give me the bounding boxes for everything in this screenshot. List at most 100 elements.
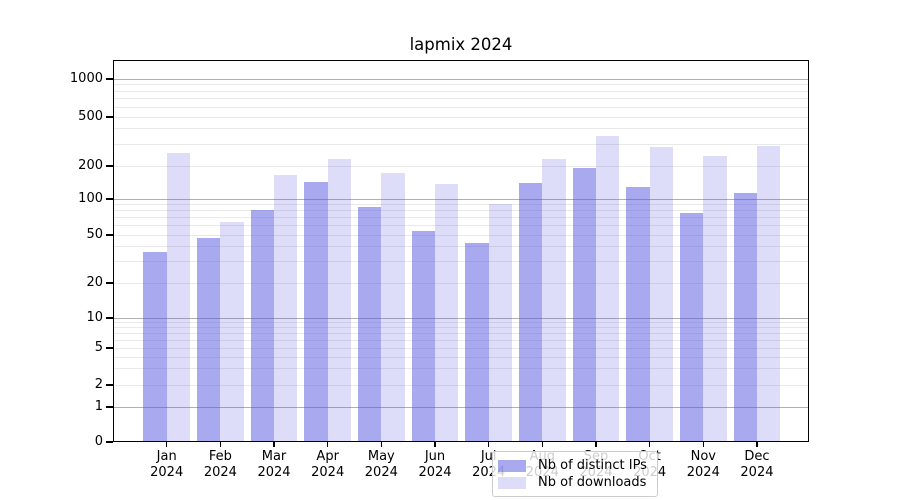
y-tick-label: 10 (86, 310, 103, 325)
gridline-minor (113, 384, 809, 386)
bar-distinct-ips-mar (250, 209, 275, 442)
y-tick-label: 200 (78, 158, 103, 173)
gridline-minor (113, 203, 809, 205)
x-tick-label: Jan 2024 (150, 449, 184, 480)
legend-item-downloads: Nb of downloads (498, 474, 651, 491)
gridline-minor (113, 128, 809, 130)
bar-distinct-ips-jul (465, 242, 489, 442)
y-tick-mark (106, 317, 113, 319)
bar-downloads-mar (274, 175, 298, 442)
x-tick-label: May 2024 (364, 449, 398, 480)
gridline-major (113, 198, 809, 200)
bar-downloads-feb (220, 222, 244, 442)
gridlines-layer (113, 60, 809, 442)
bar-downloads-oct (649, 146, 673, 442)
y-tick-label: 5 (94, 340, 103, 355)
y-tick-mark (106, 116, 113, 118)
gridline-minor (113, 90, 809, 92)
bar-distinct-ips-jan (143, 252, 167, 442)
x-tick-mark (756, 442, 758, 447)
x-tick-label: Dec 2024 (740, 449, 774, 480)
y-tick-label: 2 (94, 377, 103, 392)
x-tick-label: Feb 2024 (203, 449, 237, 480)
bar-downloads-may (381, 172, 405, 442)
legend-swatch-downloads (498, 476, 526, 489)
y-tick-mark (106, 347, 113, 349)
gridline-major (113, 406, 809, 408)
y-tick-label: 20 (86, 275, 103, 290)
x-tick-mark (648, 442, 651, 447)
y-tick-label: 500 (78, 109, 103, 124)
bar-distinct-ips-apr (304, 181, 328, 442)
y-tick-label: 0 (94, 434, 103, 449)
bar-distinct-ips-feb (197, 238, 221, 442)
bar-downloads-aug (542, 159, 566, 442)
y-tick-mark (106, 282, 113, 284)
bar-downloads-apr (327, 159, 351, 442)
bar-downloads-dec (756, 145, 781, 442)
x-tick-label: Nov 2024 (686, 449, 720, 480)
x-tick-mark (219, 442, 221, 447)
gridline-minor (113, 246, 809, 248)
plot-area: Nb of distinct IPs Nb of downloads (113, 60, 809, 497)
bar-distinct-ips-sep (572, 167, 596, 442)
gridline-minor (113, 234, 809, 236)
gridline-minor (113, 210, 809, 212)
x-tick-mark (488, 442, 490, 447)
gridline-minor (113, 322, 809, 324)
bar-downloads-sep (595, 136, 620, 442)
gridline-minor (113, 84, 809, 86)
gridline-minor (113, 327, 809, 329)
bar-distinct-ips-may (358, 206, 382, 442)
legend-label-downloads: Nb of downloads (538, 475, 647, 490)
gridline-minor (113, 165, 809, 167)
gridline-minor (113, 106, 809, 108)
gridline-major (113, 78, 809, 80)
legend-item-distinct-ips: Nb of distinct IPs (498, 457, 651, 474)
bars-layer (113, 60, 809, 442)
y-tick-mark (106, 198, 113, 200)
y-tick-mark (106, 406, 113, 408)
gridline-minor (113, 347, 809, 349)
bar-distinct-ips-nov (680, 212, 704, 442)
x-tick-mark (541, 442, 543, 447)
bar-downloads-jan (166, 152, 190, 442)
gridline-minor (113, 282, 809, 284)
x-tick-mark (595, 442, 597, 447)
gridline-minor (113, 217, 809, 219)
gridline-minor (113, 339, 809, 341)
x-tick-mark (434, 442, 436, 447)
legend-label-distinct-ips: Nb of distinct IPs (538, 458, 647, 473)
y-tick-mark (106, 384, 113, 386)
x-tick-mark (273, 442, 275, 447)
gridline-minor (113, 332, 809, 334)
x-tick-mark (327, 442, 329, 447)
bar-downloads-jun (435, 184, 459, 442)
bar-downloads-jul (488, 204, 512, 442)
y-tick-label: 1 (94, 399, 103, 414)
gridline-minor (113, 116, 809, 118)
y-tick-label: 1000 (69, 71, 103, 86)
y-tick-mark (106, 234, 113, 236)
y-tick-mark (106, 78, 113, 80)
gridline-minor (113, 368, 809, 370)
x-tick-label: Mar 2024 (257, 449, 291, 480)
gridline-minor (113, 143, 809, 145)
bar-distinct-ips-aug (519, 182, 543, 442)
y-tick-label: 50 (86, 227, 103, 242)
x-tick-mark (702, 442, 704, 447)
x-tick-mark (380, 442, 382, 447)
y-tick-mark (106, 441, 113, 443)
gridline-minor (113, 225, 809, 227)
bar-downloads-nov (703, 155, 727, 442)
legend-swatch-distinct-ips (498, 459, 526, 472)
y-tick-label: 100 (78, 191, 103, 206)
gridline-minor (113, 356, 809, 358)
x-tick-label: Apr 2024 (311, 449, 345, 480)
x-tick-mark (166, 442, 168, 447)
chart-title: lapmix 2024 (409, 35, 513, 54)
y-tick-mark (106, 165, 113, 167)
x-tick-label: Jun 2024 (418, 449, 452, 480)
bar-distinct-ips-oct (626, 186, 650, 442)
